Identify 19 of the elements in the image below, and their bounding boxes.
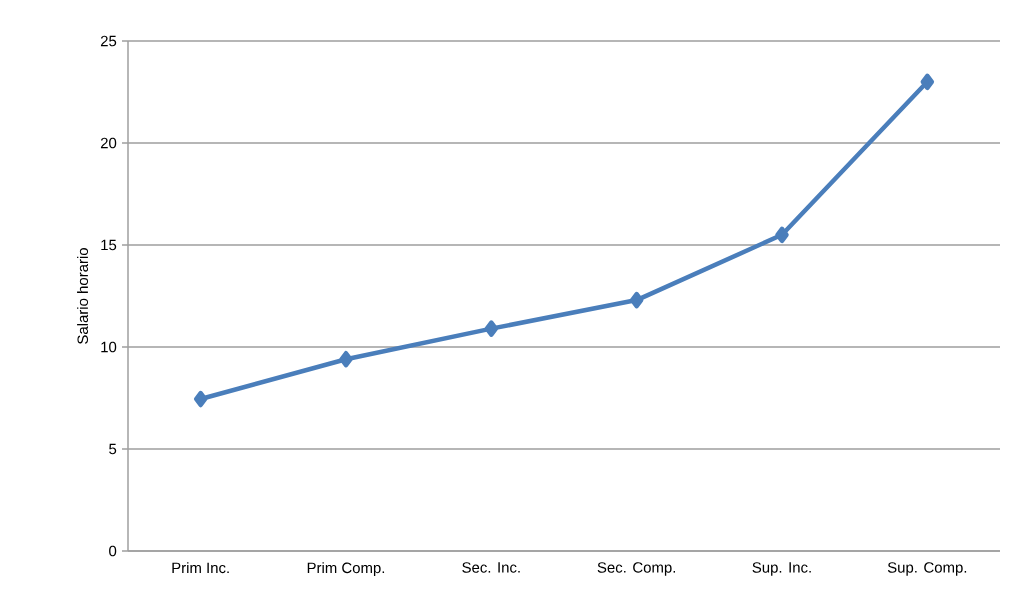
x-tick-label: Sup. Inc.: [752, 562, 811, 576]
y-tick-label: 0: [109, 545, 117, 557]
x-tick-label: Sec. Comp.: [597, 562, 676, 576]
y-tick-label: 20: [100, 137, 117, 149]
point: [775, 226, 789, 244]
point: [484, 320, 499, 337]
y-axis-title: Salario horario: [77, 248, 89, 344]
x-tick-label: Prim Comp.: [307, 562, 385, 577]
y-tick-label: 5: [109, 443, 117, 455]
point: [629, 291, 644, 309]
point: [920, 73, 935, 91]
y-tick-label: 15: [101, 239, 117, 251]
x-tick-label: Prim Inc.: [172, 562, 229, 574]
point: [193, 390, 208, 408]
point: [339, 350, 353, 368]
x-tick-label: Sec. Inc.: [462, 562, 520, 573]
y-tick-label: 25: [100, 35, 117, 47]
y-tick-label: 10: [101, 341, 117, 353]
x-tick-label: Sup. Comp.: [887, 562, 967, 576]
